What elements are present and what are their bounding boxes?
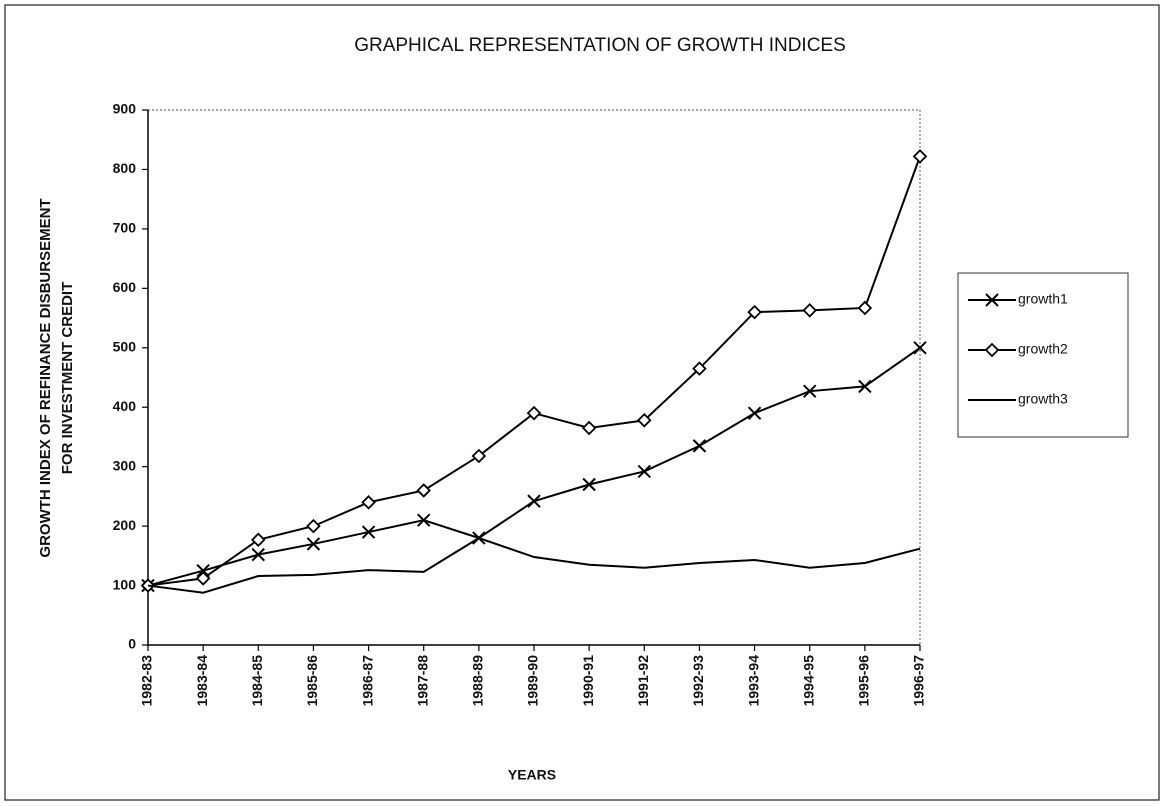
marker-diamond [471,448,487,464]
x-tick-label: 1991-92 [635,655,651,707]
marker-diamond [912,149,928,164]
marker-x [692,439,707,453]
marker-diamond [692,361,707,376]
marker-x [306,537,321,551]
marker-diamond [361,495,376,510]
marker-diamond [857,300,873,316]
marker-x [361,525,376,539]
x-tick-label: 1993-94 [745,655,761,707]
marker-x [913,341,927,355]
legend-label: growth1 [1018,291,1068,307]
marker-diamond [984,342,1000,358]
x-tick-label: 1994-95 [800,655,816,707]
marker-x [417,513,431,527]
series-line [147,536,921,594]
marker-x [985,293,999,307]
marker-diamond [581,420,597,436]
x-tick-label: 1990-91 [580,655,596,707]
x-tick-label: 1982-83 [139,655,155,707]
y-tick-label: 700 [113,220,137,236]
y-tick-label: 600 [113,279,137,295]
marker-x [747,406,762,420]
marker-diamond [416,483,431,498]
marker-diamond [251,532,266,548]
y-tick-label: 800 [113,160,137,176]
y-tick-label: 200 [113,517,137,533]
marker-diamond [747,304,762,320]
marker-x [251,547,265,562]
marker-diamond [637,413,652,428]
marker-x [582,477,596,492]
x-tick-label: 1984-85 [249,655,265,707]
x-tick-label: 1989-90 [525,655,541,707]
x-tick-label: 1995-96 [856,655,872,707]
marker-diamond [306,518,321,534]
marker-diamond [195,571,211,586]
x-axis-label: YEARS [508,767,556,783]
y-tick-label: 0 [128,636,136,652]
x-tick-label: 1996-97 [911,655,927,707]
y-tick-label: 100 [113,576,137,592]
marker-diamond [526,405,542,421]
legend-label: growth2 [1018,341,1068,357]
y-tick-label: 900 [113,101,137,117]
x-tick-label: 1986-87 [359,655,375,707]
marker-x [803,384,817,398]
y-tick-label: 500 [113,338,137,354]
legend-label: growth3 [1018,391,1068,407]
y-axis-label: FOR INVESTMENT CREDIT [59,282,76,475]
marker-x [637,464,651,479]
y-axis-label: GROWTH INDEX OF REFINANCE DISBURSEMENT [37,198,54,557]
x-tick-label: 1983-84 [194,655,210,707]
x-tick-label: 1985-86 [304,655,320,707]
marker-x [858,379,872,394]
y-tick-label: 400 [113,398,137,414]
y-tick-label: 300 [113,457,137,473]
x-tick-label: 1992-93 [690,655,706,707]
x-tick-label: 1987-88 [414,655,430,707]
x-tick-label: 1988-89 [470,655,486,707]
marker-diamond [802,303,817,318]
chart-title: GRAPHICAL REPRESENTATION OF GROWTH INDIC… [354,35,846,56]
marker-x [527,494,541,508]
